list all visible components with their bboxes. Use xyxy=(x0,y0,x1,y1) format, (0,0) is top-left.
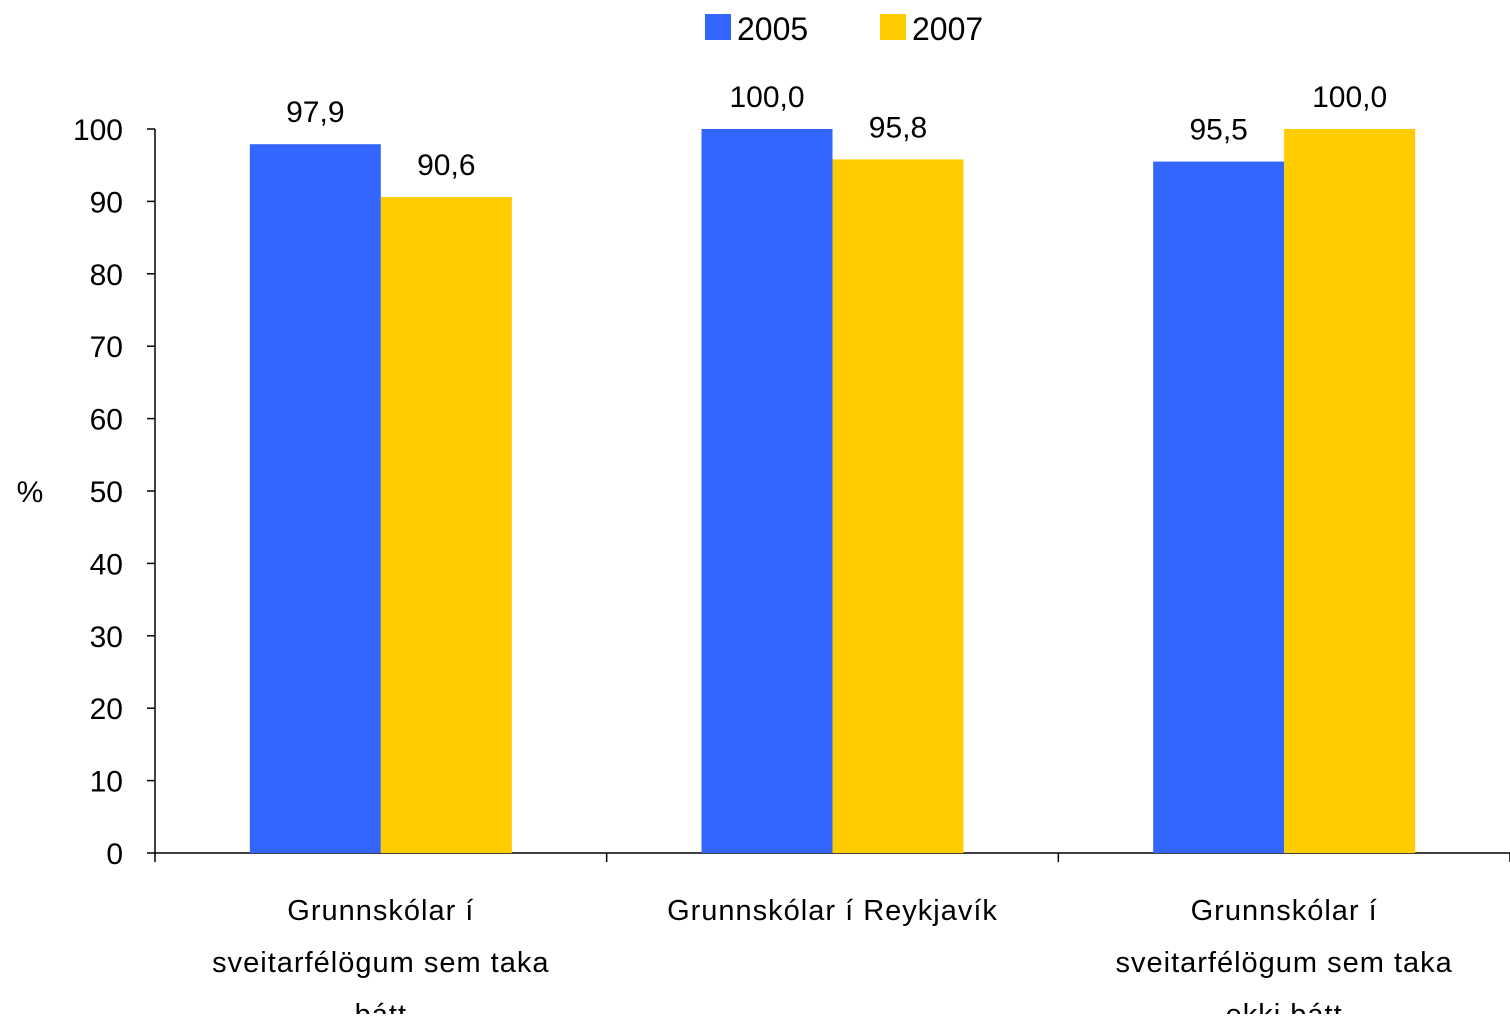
y-tick-label: 40 xyxy=(90,548,123,581)
category-labels: Grunnskólar í sveitarfélögum sem taka þátt… xyxy=(212,895,1453,1019)
y-axis: 0 10 20 30 40 50 60 70 80 90 100 xyxy=(73,114,156,871)
legend-label-2005: 2005 xyxy=(737,11,808,47)
data-label-2005-0: 97,9 xyxy=(286,96,344,129)
y-tick-label: 90 xyxy=(90,186,123,219)
x-axis xyxy=(154,852,1510,862)
legend-swatch-2007 xyxy=(880,14,906,40)
y-tick-label: 60 xyxy=(90,404,123,437)
bar-2005-1 xyxy=(701,129,833,853)
y-tick-label: 50 xyxy=(90,476,123,509)
data-labels: 97,9 100,0 95,5 90,6 95,8 100,0 xyxy=(286,81,1387,182)
y-tick-label: 0 xyxy=(106,838,123,871)
data-label-2007-0: 90,6 xyxy=(417,149,475,182)
category-label-0-line-0: Grunnskólar í xyxy=(287,895,474,927)
data-label-2007-1: 95,8 xyxy=(869,111,927,144)
bar-2007-1 xyxy=(832,159,964,853)
data-label-2007-2: 100,0 xyxy=(1312,81,1387,114)
bar-2005-0 xyxy=(249,144,381,854)
y-tick-label: 100 xyxy=(73,114,123,147)
data-label-2005-1: 100,0 xyxy=(729,81,804,114)
category-label-2-line-0: Grunnskólar í xyxy=(1191,895,1378,927)
category-label-2-line-2: ekki þátt xyxy=(1226,999,1343,1014)
legend: 2005 2007 xyxy=(705,11,983,47)
category-label-0-line-1: sveitarfélögum sem taka xyxy=(212,947,549,979)
y-tick-label: 20 xyxy=(90,693,123,726)
bar-2007-2 xyxy=(1284,129,1416,853)
y-axis-label: % xyxy=(17,476,44,509)
data-label-2005-2: 95,5 xyxy=(1189,114,1247,147)
y-tick-label: 80 xyxy=(90,259,123,292)
category-label-0-line-2: þátt xyxy=(355,999,407,1014)
bars xyxy=(249,129,1416,854)
legend-label-2007: 2007 xyxy=(912,11,983,47)
bar-2005-2 xyxy=(1153,161,1285,853)
y-tick-label: 10 xyxy=(90,766,123,799)
y-tick-label: 30 xyxy=(90,621,123,654)
category-label-2-line-1: sveitarfélögum sem taka xyxy=(1116,947,1453,979)
bar-2007-0 xyxy=(380,197,512,853)
y-tick-label: 70 xyxy=(90,331,123,364)
category-label-1-line-0: Grunnskólar í Reykjavík xyxy=(667,895,998,927)
legend-swatch-2005 xyxy=(705,14,731,40)
